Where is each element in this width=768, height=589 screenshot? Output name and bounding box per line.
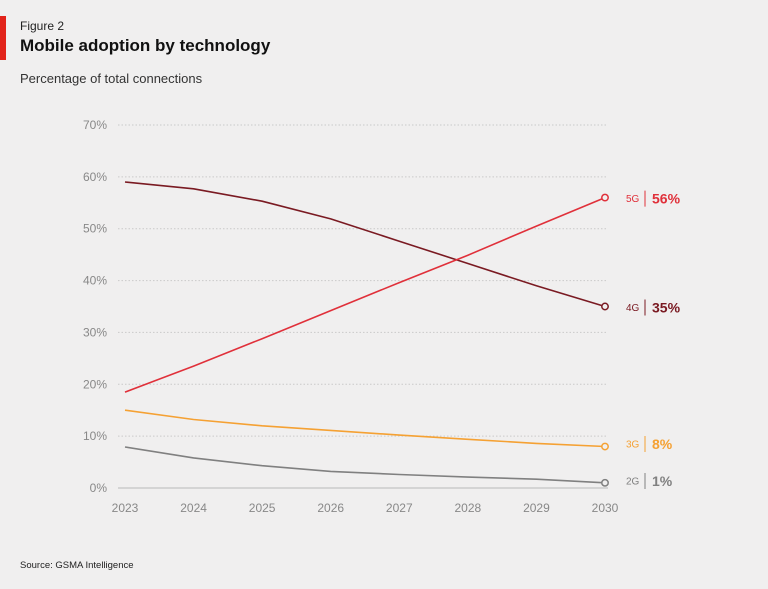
- title-accent-bar: [0, 16, 6, 60]
- x-tick-label-2023: 2023: [112, 501, 139, 515]
- grid-layer: [118, 124, 608, 489]
- x-tick-label-2024: 2024: [180, 501, 207, 515]
- y-tick-label-60: 60%: [83, 170, 107, 184]
- series-line-5G: [124, 196, 606, 393]
- end-label-value-4G: 35%: [652, 300, 681, 316]
- y-tick-label-20: 20%: [83, 377, 107, 391]
- source-note: Source: GSMA Intelligence: [20, 560, 134, 571]
- y-tick-label-10: 10%: [83, 429, 107, 443]
- series-layer: [124, 181, 609, 487]
- series-line-3G: [124, 409, 606, 448]
- y-tick-label-50: 50%: [83, 222, 107, 236]
- figure-label: Figure 2: [20, 19, 65, 33]
- end-marker-3G: [601, 442, 609, 451]
- y-tick-label-40: 40%: [83, 274, 107, 288]
- x-axis-ticks: 2023 2024 2025 2026 2027 2028 2029 2030: [112, 501, 619, 515]
- x-tick-label-2029: 2029: [523, 501, 550, 515]
- series-line-2G: [124, 446, 606, 484]
- end-label-value-5G: 56%: [652, 191, 681, 207]
- end-marker-5G: [601, 193, 609, 202]
- chart-title: Mobile adoption by technology: [20, 36, 271, 55]
- y-axis-ticks: 0% 10% 20% 30% 40% 50% 60% 70%: [83, 118, 107, 495]
- end-labels: 4G 35% 5G 56% 3G 8% 2G 1%: [626, 190, 681, 489]
- x-tick-label-2030: 2030: [592, 501, 619, 515]
- y-tick-label-0: 0%: [90, 481, 108, 495]
- end-label-name-4G: 4G: [626, 303, 640, 314]
- y-tick-label-70: 70%: [83, 118, 107, 132]
- end-marker-2G: [601, 478, 609, 487]
- end-label-value-2G: 1%: [652, 473, 673, 489]
- x-tick-label-2026: 2026: [317, 501, 344, 515]
- x-tick-label-2027: 2027: [386, 501, 413, 515]
- end-label-name-2G: 2G: [626, 477, 640, 488]
- end-label-value-3G: 8%: [652, 436, 673, 452]
- x-tick-label-2028: 2028: [455, 501, 482, 515]
- x-tick-label-2025: 2025: [249, 501, 276, 515]
- chart-subtitle: Percentage of total connections: [20, 71, 203, 86]
- series-line-4G: [124, 181, 606, 308]
- end-label-name-3G: 3G: [626, 440, 640, 451]
- y-tick-label-30: 30%: [83, 325, 107, 339]
- end-label-name-5G: 5G: [626, 194, 640, 205]
- end-marker-4G: [601, 302, 609, 311]
